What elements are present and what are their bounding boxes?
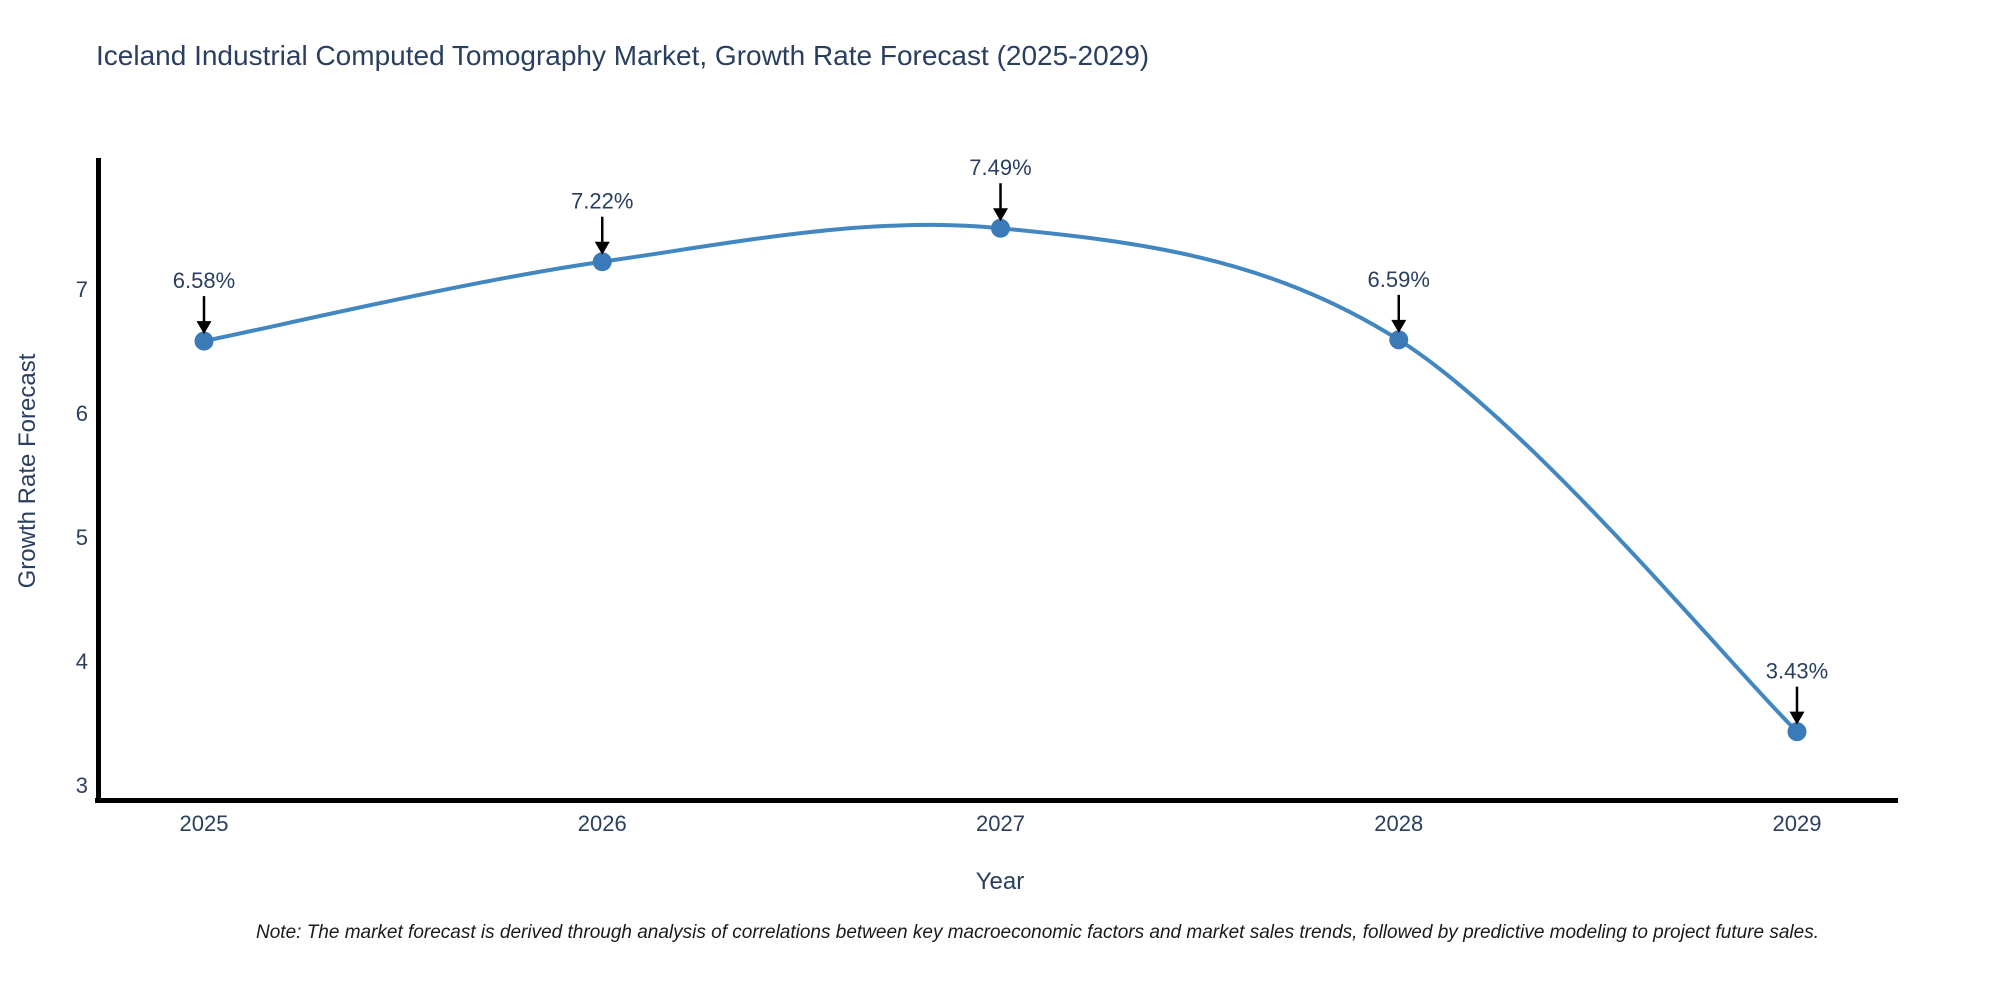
annotation-arrowhead — [196, 321, 212, 335]
y-tick-label: 5 — [76, 525, 88, 550]
data-point-marker — [1787, 722, 1807, 742]
annotation-label: 7.49% — [969, 155, 1031, 180]
annotation-label: 6.59% — [1368, 267, 1430, 292]
y-tick-label: 6 — [76, 401, 88, 426]
x-tick-label: 2027 — [976, 811, 1025, 836]
y-tick-label: 3 — [76, 773, 88, 798]
x-tick-label: 2028 — [1374, 811, 1423, 836]
x-tick-label: 2026 — [578, 811, 627, 836]
annotation-label: 6.58% — [173, 268, 235, 293]
y-tick-label: 7 — [76, 277, 88, 302]
x-axis-title: Year — [975, 868, 1025, 895]
data-point-marker — [991, 218, 1010, 238]
data-point-marker — [194, 331, 214, 351]
chart-title: Iceland Industrial Computed Tomography M… — [96, 40, 1150, 71]
annotation-label: 7.22% — [571, 189, 633, 214]
data-point-marker — [592, 252, 612, 272]
annotation-label: 3.43% — [1766, 659, 1828, 684]
x-tick-label: 2029 — [1773, 811, 1822, 836]
annotation-arrowhead — [594, 241, 610, 255]
y-tick-label: 4 — [76, 649, 88, 674]
x-tick-label: 2025 — [180, 811, 229, 836]
annotation-arrowhead — [993, 208, 1008, 222]
data-point-marker — [1389, 330, 1409, 350]
annotation-arrowhead — [1789, 711, 1805, 725]
annotation-arrowhead — [1391, 319, 1407, 333]
footnote: Note: The market forecast is derived thr… — [256, 922, 1819, 943]
trace-line — [202, 222, 1799, 734]
